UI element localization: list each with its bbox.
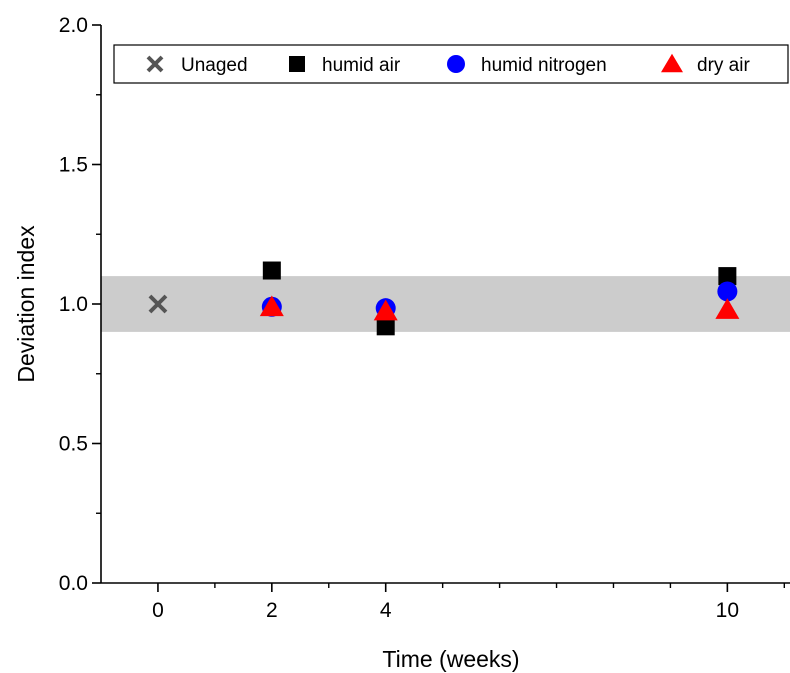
tolerance-band	[101, 276, 790, 332]
point-dry-air	[259, 295, 284, 317]
point-dry-air	[715, 298, 740, 319]
y-tick-label: 2.0	[59, 14, 88, 37]
point-humid-air	[376, 317, 395, 336]
x-tick-label: 0	[152, 599, 164, 622]
point-unaged	[148, 294, 168, 314]
x-tick-label: 4	[380, 599, 392, 622]
point-dry-air	[373, 299, 398, 321]
y-tick-label: 0.5	[59, 433, 88, 456]
y-tick-label: 1.5	[59, 154, 88, 177]
x-mark-stroke	[146, 55, 164, 73]
x-tick-label: 2	[266, 599, 278, 622]
point-humid-air	[262, 261, 281, 280]
y-axis-title: Deviation index	[13, 225, 39, 383]
legend-marker-humid-nitrogen	[447, 55, 465, 73]
legend-label-unaged: Unaged	[181, 55, 248, 76]
point-humid-air	[718, 267, 737, 286]
y-tick-label: 0.0	[59, 572, 88, 595]
y-tick-label: 1.0	[59, 293, 88, 316]
legend-label-humid-nitrogen: humid nitrogen	[481, 55, 607, 76]
legend-label-dry-air: dry air	[697, 55, 750, 76]
legend-marker-humid-air	[289, 56, 305, 72]
point-humid-nitrogen	[717, 281, 738, 302]
legend-marker-unaged	[146, 55, 164, 73]
x-tick-label: 10	[716, 599, 739, 622]
legend-label-humid-air: humid air	[322, 55, 401, 76]
x-axis-title: Time (weeks)	[382, 646, 519, 672]
x-mark-stroke	[148, 294, 168, 314]
legend-marker-dry-air	[661, 53, 683, 73]
